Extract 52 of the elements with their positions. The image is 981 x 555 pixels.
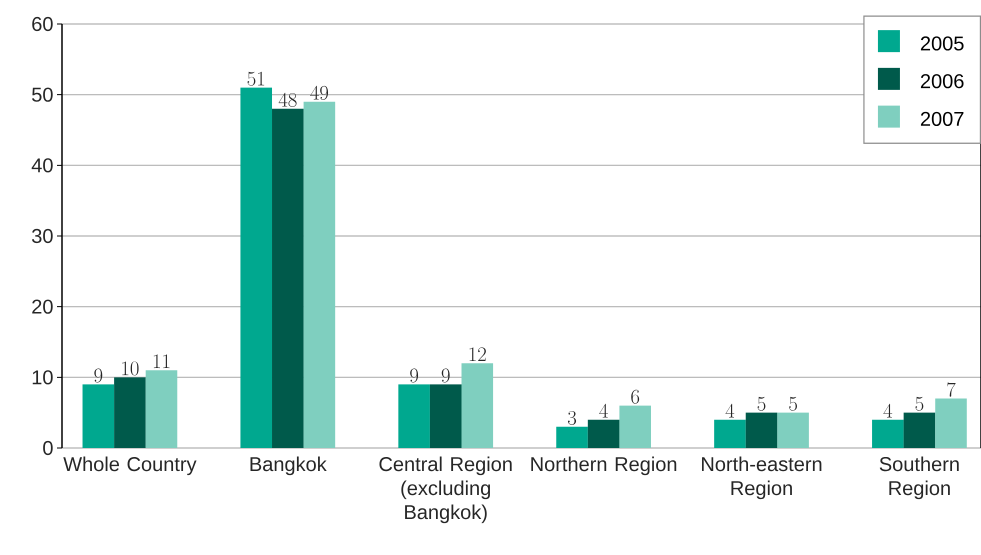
legend-label: 2006	[920, 74, 964, 88]
bar	[304, 102, 336, 448]
data-label: 4	[884, 404, 892, 418]
data-label: 9	[410, 368, 418, 383]
data-label: 3	[568, 410, 576, 425]
legend-label: 2007	[920, 112, 964, 126]
x-tick-label: Bangkok	[250, 456, 327, 476]
y-tick-label: 10	[32, 370, 53, 384]
y-tick-label: 60	[32, 16, 53, 32]
bar	[777, 412, 809, 448]
bar	[114, 377, 146, 448]
y-tick-label: 0	[43, 440, 53, 456]
bar	[619, 406, 651, 448]
bar	[746, 412, 778, 448]
y-tick-label: 50	[32, 88, 53, 102]
bar	[714, 420, 746, 448]
data-label: 5	[916, 396, 924, 411]
x-tick-label: Northern Region	[531, 456, 676, 476]
data-label: 5	[758, 396, 766, 411]
legend-label: 2005	[920, 36, 964, 51]
data-label: 10	[122, 361, 139, 376]
data-label: 49	[310, 86, 328, 100]
bar	[462, 363, 494, 448]
data-label: 51	[248, 72, 264, 86]
bar	[904, 412, 936, 448]
data-label: 12	[470, 347, 486, 361]
x-tick-label: North-eastern Region	[702, 456, 822, 500]
x-tick-label: Central Region (excluding Bangkok)	[379, 456, 512, 524]
data-label: 6	[631, 390, 640, 404]
y-tick-label: 30	[32, 228, 53, 244]
x-tick-label: Southern Region	[880, 456, 959, 500]
data-label: 5	[789, 396, 797, 411]
bar	[240, 88, 272, 448]
bar	[556, 426, 588, 448]
bar	[430, 384, 462, 448]
bar	[398, 384, 430, 448]
bar	[146, 370, 178, 448]
bar	[272, 108, 304, 448]
data-label: 9	[94, 368, 102, 383]
bar	[82, 384, 114, 448]
data-label: 11	[154, 354, 170, 368]
y-tick-label: 40	[32, 158, 53, 172]
bar	[872, 420, 904, 448]
y-tick-label: 20	[32, 300, 53, 314]
data-label: 48	[278, 92, 297, 107]
bar	[935, 398, 967, 448]
x-tick-label: Whole Country	[63, 456, 197, 476]
data-label: 4	[726, 404, 734, 418]
data-label: 9	[442, 368, 450, 383]
bar	[588, 420, 620, 448]
data-label: 4	[599, 404, 608, 418]
data-label: 7	[947, 382, 956, 397]
